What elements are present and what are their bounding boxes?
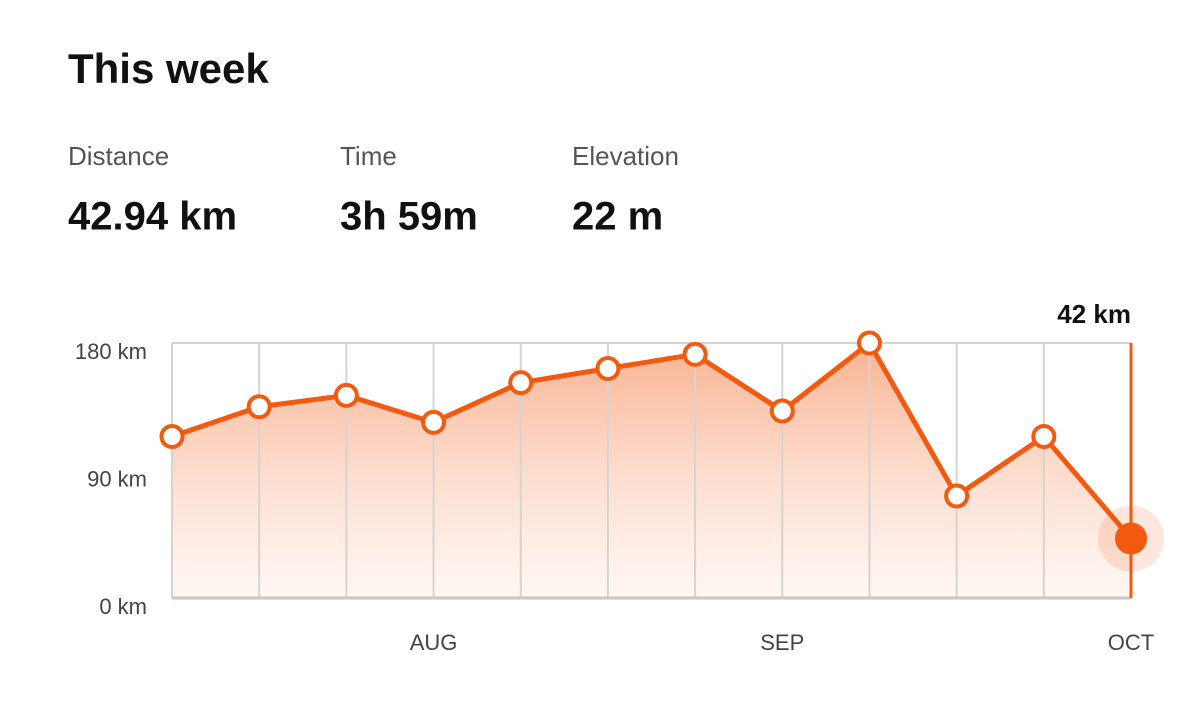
y-tick-label: 0 km — [99, 594, 147, 619]
point — [421, 409, 447, 435]
value-label: 42 km — [1057, 299, 1131, 329]
line — [171, 340, 1133, 541]
point — [159, 424, 185, 449]
point — [856, 330, 882, 356]
stat-label: Distance — [68, 141, 169, 171]
stat-value: 3h 59m — [340, 195, 478, 239]
y-tick-label: 90 km — [87, 466, 147, 491]
y-tick-label: 180 km — [75, 339, 147, 364]
stat-value: 42.94 km — [68, 195, 237, 239]
page-title: This week — [68, 45, 269, 92]
point — [508, 370, 534, 396]
point — [682, 341, 708, 367]
stat-label: Time — [340, 141, 397, 171]
point — [246, 394, 272, 420]
point — [944, 483, 970, 509]
point — [595, 356, 621, 381]
x-tick-label: SEP — [760, 630, 804, 655]
stat-value: 22 m — [572, 195, 663, 239]
chart: 0 km 90 km 180 km AUG SEP 42 km OCT — [75, 299, 1164, 655]
x-tick-label: OCT — [1108, 630, 1154, 655]
x-tick-label: AUG — [410, 630, 458, 655]
point — [769, 398, 795, 424]
point — [1115, 522, 1147, 555]
point — [1031, 424, 1057, 449]
area — [172, 343, 1131, 598]
point — [333, 382, 359, 408]
stat-label: Elevation — [572, 141, 679, 171]
